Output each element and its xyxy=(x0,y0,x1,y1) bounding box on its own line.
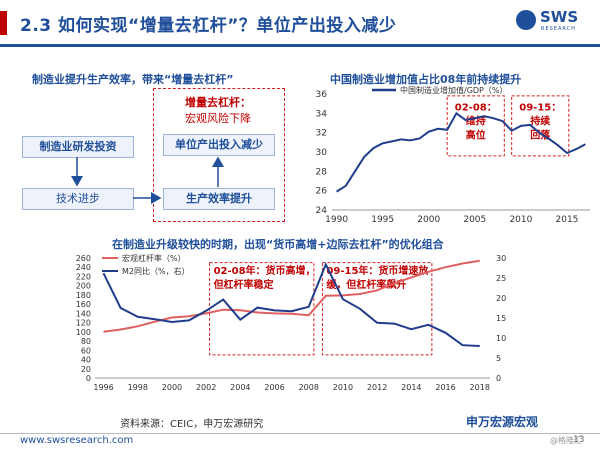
watermark: 申万宏源宏观 xyxy=(466,415,539,429)
chart1-annotation-box xyxy=(446,95,505,157)
chart2-y-left-tick-label: 220 xyxy=(76,272,91,281)
chart2-annotation-box xyxy=(321,262,433,356)
chart2-y-left-tick-label: 100 xyxy=(76,328,91,337)
deleveraging-note-body: 宏观风险下降 xyxy=(185,112,251,125)
deleveraging-note-title: 增量去杠杆： xyxy=(185,96,251,109)
chart2-svg: 0204060801001201401601802002202402600510… xyxy=(76,253,506,392)
chart2-y-left-tick-label: 60 xyxy=(81,346,91,355)
chart2-x-tick-label: 2002 xyxy=(196,383,216,392)
chart1-y-tick-label: 24 xyxy=(316,206,328,216)
chart2-x-tick-label: 2004 xyxy=(230,383,250,392)
chart2-annotation-label: 09-15年：货币增速放 xyxy=(326,264,429,277)
sws-logo-icon xyxy=(516,10,536,30)
chart2-m2-line xyxy=(102,261,480,347)
chart2-title: 在制造业升级较快的时期，出现“货币高增+边际去杠杆”的优化组合 xyxy=(112,238,444,251)
chart1-y-tick-label: 32 xyxy=(316,129,327,139)
chart2-x-tick-label: 2000 xyxy=(162,383,182,392)
chart2-x-tick-label: 2008 xyxy=(299,383,319,392)
logo-subtext: RESEARCH xyxy=(541,26,576,32)
chart2-y-left-tick-label: 260 xyxy=(76,254,91,263)
chart2-y-right-tick-label: 5 xyxy=(496,354,501,363)
footer-url-link[interactable]: www.swsresearch.com xyxy=(20,435,134,446)
chart2-x-tick-label: 2010 xyxy=(333,383,353,392)
box-efficiency-improve: 生产效率提升 xyxy=(163,188,275,210)
chart2-x-tick-label: 1998 xyxy=(128,383,148,392)
footer-divider xyxy=(0,433,600,434)
source-note: 资料来源：CEIC，申万宏源研究 xyxy=(120,419,264,430)
header-bar xyxy=(0,0,600,40)
chart2-legend-label: 宏观杠杆率（%） xyxy=(122,253,186,263)
chart1-annotation-label: 09-15： xyxy=(519,103,561,114)
chart2-annotation-label: 02-08年：货币高增， xyxy=(214,264,316,277)
chart2-x-tick-label: 2006 xyxy=(264,383,284,392)
chart1-x-tick-label: 2000 xyxy=(417,215,440,225)
chart2-y-right-tick-label: 15 xyxy=(496,314,506,323)
box-tech-progress: 技术进步 xyxy=(22,188,134,210)
chart1-svg: 24 26 28 30 32 34 36 1990 1995 2000 2005 2010 2015 02… xyxy=(316,85,590,225)
chart1-annotation-label: 高位 xyxy=(466,129,486,142)
watermark-subtext: @格隆汇 xyxy=(550,436,582,445)
deleveraging-dashed-box xyxy=(153,88,285,222)
chart1-x-tick-label: 2005 xyxy=(463,215,486,225)
chart2-y-left-tick-label: 180 xyxy=(76,291,91,300)
chart2-y-left-tick-label: 20 xyxy=(81,365,91,374)
chart1-x-tick-label: 2015 xyxy=(556,215,579,225)
page-title: 2.3 如何实现“增量去杠杆”？单位产出投入减少 xyxy=(20,16,397,36)
chart2-x-tick-label: 2012 xyxy=(367,383,387,392)
chart2-y-left-tick-label: 140 xyxy=(76,309,91,318)
chart2-y-right-tick-label: 20 xyxy=(496,294,506,303)
diagram-title: 制造业提升生产效率，带来“增量去杠杆” xyxy=(32,73,234,86)
chart2-y-left-tick-label: 80 xyxy=(81,337,91,346)
box-rd-investment: 制造业研发投资 xyxy=(22,136,134,158)
chart2-y-left-tick-label: 160 xyxy=(76,300,91,309)
chart2-y-right-tick-label: 10 xyxy=(496,334,506,343)
diagram-arrows xyxy=(71,156,224,204)
chart2-y-left-tick-label: 200 xyxy=(76,282,91,291)
chart1-y-tick-label: 36 xyxy=(316,90,328,100)
chart2-y-right-tick-label: 25 xyxy=(496,274,506,283)
chart1-y-tick-label: 30 xyxy=(316,148,328,158)
header-accent-bar xyxy=(0,11,7,35)
chart2-legend-label: M2同比（%，右） xyxy=(122,266,190,276)
chart2-y-left-tick-label: 40 xyxy=(81,356,91,365)
chart1-series-line xyxy=(336,111,586,193)
chart1-title: 中国制造业增加值占比08年前持续提升 xyxy=(330,73,522,86)
chart2-annotation-label: 但杠杆率稳定 xyxy=(213,278,274,291)
chart1-y-tick-label: 28 xyxy=(316,167,328,177)
chart1-annotation-label: 02-08： xyxy=(455,103,497,114)
chart2-y-left-tick-label: 0 xyxy=(86,374,91,383)
chart1-x-tick-label: 2010 xyxy=(509,215,532,225)
chart2-y-left-tick-label: 240 xyxy=(76,263,91,272)
chart1-legend-label: 中国制造业增加值/GDP（%） xyxy=(400,85,507,95)
chart2-y-left-tick-label: 120 xyxy=(76,319,91,328)
chart2-x-tick-label: 2018 xyxy=(470,383,490,392)
chart1-annotation-box xyxy=(511,95,570,157)
chart2-y-right-tick-label: 0 xyxy=(496,374,501,383)
box-unit-input-reduction: 单位产出投入减少 xyxy=(163,134,275,156)
chart1-x-tick-label: 1990 xyxy=(325,215,348,225)
chart2-x-tick-label: 1996 xyxy=(93,383,113,392)
chart2-y-right-tick-label: 30 xyxy=(496,254,506,263)
chart2-leverage-line xyxy=(103,259,480,333)
chart1-y-tick-label: 34 xyxy=(316,109,328,119)
logo-text: SWS xyxy=(540,8,579,26)
page-number: 13 xyxy=(573,435,585,445)
header-divider xyxy=(0,44,600,47)
chart2-x-tick-label: 2014 xyxy=(401,383,421,392)
chart1-x-tick-label: 1995 xyxy=(371,215,394,225)
chart1-y-tick-label: 26 xyxy=(316,187,328,197)
chart1-annotation-label: 回落 xyxy=(530,129,551,142)
chart2-x-tick-label: 2016 xyxy=(435,383,455,392)
chart1-annotation-label: 持续 xyxy=(530,115,550,128)
